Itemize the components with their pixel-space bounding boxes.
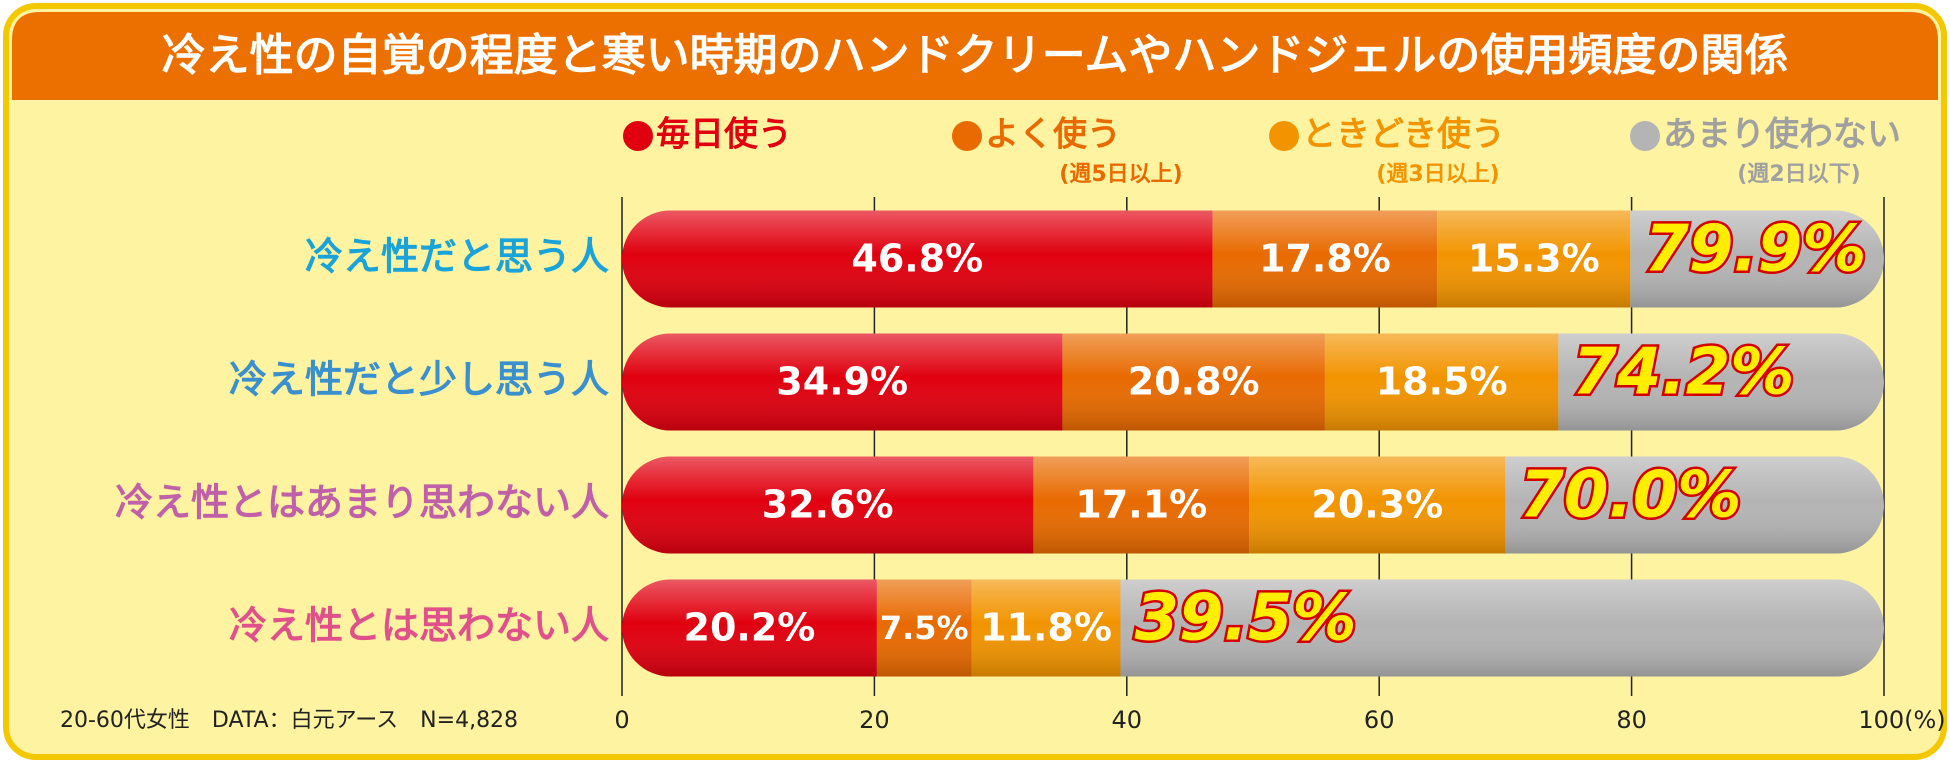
total-label: 79.9% [1644, 213, 1866, 287]
data-label: 18.5% [1376, 360, 1508, 404]
total-label: 39.5% [1134, 582, 1356, 656]
bar-gloss [622, 456, 1884, 554]
bar-gloss [622, 333, 1884, 431]
legend-label: あまり使わない [1663, 115, 1901, 155]
legend-marker [1269, 121, 1299, 151]
category-label: 冷え性だと少し思う人 [229, 358, 609, 402]
x-tick-label: 60 [1364, 706, 1395, 734]
bar-gloss [622, 210, 1884, 308]
category-label: 冷え性とはあまり思わない人 [115, 481, 609, 525]
data-label: 17.1% [1075, 483, 1207, 527]
legend-label: ときどき使う [1302, 115, 1505, 155]
total-label: 74.2% [1572, 336, 1794, 410]
data-label: 46.8% [851, 237, 983, 281]
data-label: 17.8% [1259, 237, 1391, 281]
bar-gloss [622, 579, 1884, 677]
data-label: 20.8% [1128, 360, 1260, 404]
x-tick-label: 0 [614, 706, 629, 734]
legend-item: 毎日使う [623, 115, 792, 155]
data-label: 20.3% [1311, 483, 1443, 527]
bar-row [622, 210, 1884, 308]
footnote: 20-60代女性 DATA：白元アース N=4,828 [60, 708, 518, 733]
bar-row [622, 579, 1884, 677]
legend-item: よく使う (週5日以上) [952, 115, 1183, 187]
bar-row [622, 333, 1884, 431]
x-tick-label: 40 [1112, 706, 1143, 734]
legend-item: あまり使わない (週2日以下) [1630, 115, 1901, 187]
category-label: 冷え性だと思う人 [305, 235, 609, 279]
legend-note: (週2日以下) [1737, 162, 1860, 187]
legend-note: (週5日以上) [1059, 162, 1182, 187]
data-label: 20.2% [684, 606, 816, 650]
total-label: 70.0% [1519, 459, 1741, 533]
legend-label: よく使う [985, 115, 1121, 155]
x-tick-label: 80 [1616, 706, 1647, 734]
bar-row [622, 456, 1884, 554]
legend-label: 毎日使う [656, 115, 792, 155]
legend-item: ときどき使う (週3日以上) [1269, 115, 1505, 187]
data-label: 7.5% [880, 609, 969, 647]
title-bar [12, 12, 1938, 100]
x-tick-label: 20 [859, 706, 890, 734]
legend-note: (週3日以上) [1376, 162, 1499, 187]
chart-title: 冷え性の自覚の程度と寒い時期のハンドクリームやハンドジェルの使用頻度の関係 [162, 30, 1789, 81]
x-tick-label: 100(%) [1858, 706, 1945, 734]
data-label: 34.9% [776, 360, 908, 404]
data-label: 32.6% [762, 483, 894, 527]
category-label: 冷え性とは思わない人 [229, 604, 609, 648]
data-label: 11.8% [980, 606, 1112, 650]
legend-marker [623, 121, 653, 151]
data-label: 15.3% [1468, 237, 1600, 281]
legend-marker [1630, 121, 1660, 151]
legend-marker [952, 121, 982, 151]
